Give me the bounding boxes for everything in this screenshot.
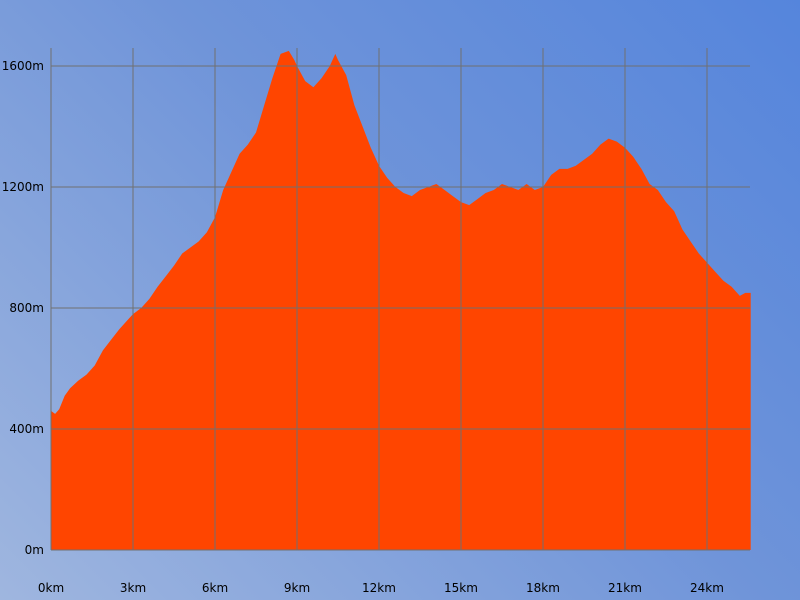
x-tick-label: 18km	[526, 581, 560, 595]
x-tick-label: 6km	[202, 581, 228, 595]
y-axis-ticks: 0m 400m 800m 1200m 1600m	[2, 59, 44, 557]
grid-lines	[50, 48, 750, 551]
x-tick-label: 15km	[444, 581, 478, 595]
x-tick-label: 24km	[690, 581, 724, 595]
y-tick-label: 400m	[9, 422, 44, 436]
y-tick-label: 0m	[25, 543, 44, 557]
y-tick-label: 800m	[9, 301, 44, 315]
x-tick-label: 9km	[284, 581, 310, 595]
y-tick-label: 1600m	[2, 59, 44, 73]
elevation-area	[51, 50, 751, 551]
plot-area	[51, 50, 751, 551]
x-axis-ticks: 0km 3km 6km 9km 12km 15km 18km 21km 24km	[38, 581, 724, 595]
x-tick-label: 3km	[120, 581, 146, 595]
x-tick-label: 0km	[38, 581, 64, 595]
x-tick-label: 12km	[362, 581, 396, 595]
x-tick-label: 21km	[608, 581, 642, 595]
y-tick-label: 1200m	[2, 180, 44, 194]
